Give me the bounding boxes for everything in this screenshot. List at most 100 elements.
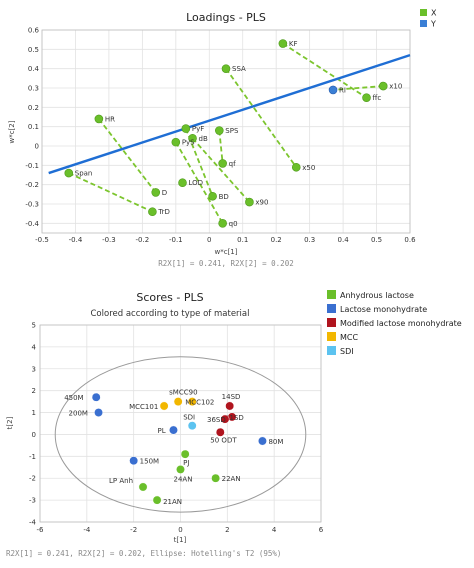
loadings-x-point-kf <box>278 39 288 48</box>
scores-point-lp-anh <box>138 482 148 492</box>
scores-point-22an <box>211 473 221 483</box>
scores-point-label-200m: 200M <box>69 410 88 418</box>
loadings-legend-label-x: X <box>431 9 437 18</box>
loadings-x-axis-label: w*c[1] <box>215 248 238 256</box>
scores-point-label-24an: 24AN <box>174 475 193 483</box>
scores-point-label-50-odt: 50 ODT <box>210 436 237 444</box>
scores-point-14sd <box>225 401 235 411</box>
loadings-x-tick-label: -0.2 <box>136 236 150 244</box>
scores-point-smcc90 <box>173 397 183 407</box>
loadings-legend-label-y: Y <box>430 20 436 29</box>
scores-point-label-21an: 21AN <box>163 498 182 506</box>
loadings-x-point-label-hr: HR <box>105 115 115 123</box>
scores-point-80m <box>258 436 267 446</box>
loadings-x-point-ffc <box>362 93 371 102</box>
scores-y-tick-label: -1 <box>29 453 36 461</box>
loadings-y-tick-label: 0 <box>35 143 39 151</box>
scores-point-200m <box>94 408 103 418</box>
scores-y-tick-label: 1 <box>32 409 36 417</box>
loadings-x-ticks: -0.5 -0.4 -0.3 -0.2 -0.1 0 0.1 0.2 0.3 0.4 0.5 0.6 <box>35 236 416 244</box>
scores-point-mcc101 <box>159 401 169 411</box>
loadings-x-tick-label: 0.1 <box>237 236 248 244</box>
scores-point-label-22an: 22AN <box>222 475 241 483</box>
loadings-x-point-label-sps: SPS <box>225 127 239 135</box>
loadings-x-point-pys <box>171 137 181 147</box>
scores-point-label-80m: 80M <box>268 438 283 446</box>
loadings-link-sps-qf <box>218 130 224 164</box>
loadings-x-point-label-ssa: SSA <box>232 65 246 73</box>
loadings-link-hr-d <box>98 118 157 193</box>
scores-footer: R2X[1] = 0.241, R2X[2] = 0.202, Ellipse:… <box>6 549 281 558</box>
loadings-y-tick-label: -0.1 <box>25 162 39 170</box>
scores-point-label-450m: 450M <box>64 394 83 402</box>
scores-y-tick-label: 2 <box>32 387 36 395</box>
scores-legend-label-sdi: SDI <box>340 347 354 356</box>
loadings-link-span-trd <box>68 172 153 213</box>
scores-x-tick-label: 0 <box>178 526 182 534</box>
scores-point-21an <box>152 495 162 505</box>
loadings-y-tick-label: 0.4 <box>28 65 40 73</box>
scores-title: Scores - PLS <box>136 291 203 304</box>
loadings-y-tick-label: 0.2 <box>28 104 39 112</box>
scores-point-pl <box>169 425 178 435</box>
scores-x-ticks: -6 -4 -2 0 2 4 6 <box>37 526 324 534</box>
loadings-y-point-ri <box>328 85 338 95</box>
scores-subtitle: Colored according to type of material <box>91 309 250 319</box>
scores-point-sdi <box>187 421 197 431</box>
loadings-legend-swatch-y <box>420 20 427 27</box>
loadings-x-point-bd <box>208 191 217 201</box>
loadings-points: KF SSA ffc x10 HR PyF SPS dB PyS qf Span x50 D LOD BD x… <box>64 39 402 228</box>
loadings-x-tick-label: -0.4 <box>69 236 83 244</box>
loadings-y-tick-label: -0.4 <box>25 220 39 228</box>
loadings-legend-swatch-x <box>420 9 427 16</box>
loadings-x-point-label-db: dB <box>199 135 208 143</box>
scores-point-150m <box>129 456 139 466</box>
scores-x-tick-label: -4 <box>83 526 91 534</box>
loadings-x-point-label-span: Span <box>75 170 93 178</box>
loadings-x-tick-label: 0.2 <box>271 236 282 244</box>
loadings-x-tick-label: -0.1 <box>169 236 183 244</box>
scores-point-450m <box>91 392 101 402</box>
scores-legend-label-mcc: MCC <box>340 333 358 342</box>
loadings-x-point-q0 <box>218 219 227 228</box>
loadings-y-axis-label: w*c[2] <box>8 120 16 143</box>
loadings-link-db-x90 <box>191 137 251 203</box>
loadings-x-point-pyf <box>181 124 191 133</box>
scores-x-tick-label: 4 <box>272 526 277 534</box>
scores-point-50-odt <box>215 427 225 437</box>
loadings-y-tick-label: 0.5 <box>28 46 39 54</box>
scores-y-tick-label: 0 <box>32 431 36 439</box>
scores-chart: Scores - PLS Colored according to type o… <box>6 290 462 558</box>
scores-point-label-lp-anh: LP Anh <box>109 477 133 485</box>
scores-legend-swatch-anhydrous-lactose <box>327 290 336 299</box>
loadings-y-tick-label: 0.3 <box>28 85 39 93</box>
scores-legend-swatch-modified-lactose-monohydrate <box>327 318 336 327</box>
scores-x-axis-label: t[1] <box>174 536 187 544</box>
loadings-x-tick-label: -0.5 <box>35 236 49 244</box>
scores-legend: Anhydrous lactose Lactose monohydrate Modi… <box>327 290 462 356</box>
loadings-x-point-span <box>64 168 74 178</box>
loadings-y-tick-label: -0.2 <box>25 181 39 189</box>
loadings-x-point-db <box>188 133 197 143</box>
scores-legend-label-lactose-monohydrate: Lactose monohydrate <box>340 305 427 314</box>
loadings-legend: XY <box>420 9 437 29</box>
scores-y-tick-label: -2 <box>29 475 36 483</box>
loadings-y-point-label-ri: RI <box>339 86 346 94</box>
loadings-x-point-d <box>151 188 161 197</box>
scores-legend-swatch-mcc <box>327 332 336 341</box>
scores-point-36sd <box>220 414 230 424</box>
scores-y-tick-label: 3 <box>32 365 36 373</box>
loadings-x-point-label-d: D <box>162 189 167 197</box>
scores-point-label-36sd: 36SD <box>207 416 226 424</box>
scores-y-ticks: 5 4 3 2 1 0 -1 -2 -3 -4 <box>29 322 37 527</box>
scores-x-tick-label: 2 <box>225 526 229 534</box>
scores-point-pj <box>180 449 190 459</box>
loadings-y-tick-label: 0.6 <box>28 27 40 35</box>
scores-x-tick-label: 6 <box>319 526 324 534</box>
scores-grid <box>39 324 322 523</box>
loadings-x-point-label-x50: x50 <box>302 164 315 172</box>
loadings-x-point-x90 <box>245 197 254 207</box>
scores-point-label-smcc90: sMCC90 <box>169 389 197 397</box>
scores-point-label-mcc102: MCC102 <box>185 399 214 407</box>
